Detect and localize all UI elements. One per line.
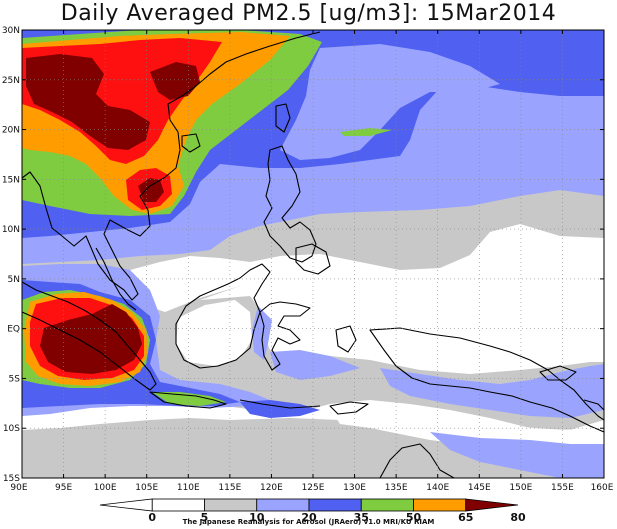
darkred-field-cambodia xyxy=(138,178,164,202)
lon-label: 120E xyxy=(260,483,283,493)
lon-label: 135E xyxy=(385,483,408,493)
green-streak xyxy=(340,128,392,136)
lon-label: 115E xyxy=(218,483,241,493)
green-field-java xyxy=(152,392,226,406)
coast-sulawesi xyxy=(259,301,311,371)
lightblue-field-papua xyxy=(380,364,604,418)
coast-kalimantan-south xyxy=(239,399,321,409)
darkred-field-myanmar xyxy=(26,54,150,150)
darkred-field-laos xyxy=(150,62,200,100)
colorbar-box xyxy=(256,498,310,512)
lightblue-channel-scs xyxy=(280,44,500,160)
lon-label: 105E xyxy=(135,483,158,493)
lat-label: 10N xyxy=(2,225,20,235)
coast-malay-peninsula xyxy=(95,247,137,311)
longitude-labels: 90E 95E 100E 105E 110E 115E 120E 125E 130E 135E 14… xyxy=(10,483,613,493)
coast-timor xyxy=(329,401,369,415)
clean-area-borneo-interior xyxy=(176,300,252,366)
lon-label: 140E xyxy=(426,483,449,493)
lightblue-field-banda xyxy=(270,350,360,380)
coast-taiwan xyxy=(275,103,291,133)
lat-label: 20N xyxy=(2,126,20,136)
colorbar-label: 0 xyxy=(148,511,156,524)
gray-field-south xyxy=(22,418,604,478)
lon-label: 100E xyxy=(94,483,117,493)
blue-field-flores xyxy=(240,400,320,418)
lon-label: 125E xyxy=(302,483,325,493)
coast-hainan xyxy=(181,133,201,153)
graticule xyxy=(22,30,604,478)
colorbar-low-triangle xyxy=(99,498,153,512)
coast-borneo xyxy=(175,263,271,369)
tick-marks xyxy=(21,29,605,479)
lon-label: 150E xyxy=(509,483,532,493)
colorbar-label: 35 xyxy=(354,511,369,524)
colorbar-label: 20 xyxy=(301,511,317,524)
plot-area xyxy=(22,30,604,478)
colorbar-high-triangle xyxy=(465,498,519,512)
footer-credit: The Japanese Reanalysis for Aerosol (JRA… xyxy=(182,518,435,526)
lon-label: 90E xyxy=(10,483,27,493)
lat-label: 5S xyxy=(9,374,21,384)
colorbar-box xyxy=(360,498,414,512)
clean-area-south xyxy=(330,404,604,450)
coast-sumatra xyxy=(22,281,157,391)
colorbar-labels: 0 5 10 20 35 50 65 80 xyxy=(148,511,526,524)
colorbar-label: 10 xyxy=(249,511,265,524)
lon-label: 155E xyxy=(551,483,574,493)
lat-label: EQ xyxy=(7,325,20,335)
colorbar-box xyxy=(151,498,205,512)
lon-label: 110E xyxy=(177,483,200,493)
darkred-field-sumatra xyxy=(40,304,142,374)
lon-label: 145E xyxy=(468,483,491,493)
colorbar-label: 65 xyxy=(458,511,473,524)
lon-label: 95E xyxy=(55,483,72,493)
colorbar-box xyxy=(204,498,258,512)
latitude-labels: 30N 25N 20N 15N 10N 5N EQ 5S 10S 15S xyxy=(2,26,20,484)
colorbar-label: 80 xyxy=(510,511,526,524)
lon-label: 130E xyxy=(343,483,366,493)
colorbar-box xyxy=(308,498,362,512)
coast-philippines xyxy=(263,145,317,263)
colorbar-label: 50 xyxy=(406,511,422,524)
lat-label: 30N xyxy=(2,26,20,36)
lat-label: 10S xyxy=(3,424,20,434)
map-title: Daily Averaged PM2.5 [ug/m3]: 15Mar2014 xyxy=(60,1,557,26)
coastlines xyxy=(22,31,604,478)
clean-area-equatorial xyxy=(200,246,604,366)
coast-mindanao xyxy=(295,243,331,275)
coast-solomon xyxy=(583,399,604,411)
lat-label: 15S xyxy=(3,474,20,484)
coast-australia xyxy=(379,443,455,478)
coast-indochina xyxy=(22,31,321,301)
pm25-band-0-10 xyxy=(176,246,604,450)
coast-java xyxy=(149,391,227,409)
lat-label: 5N xyxy=(8,275,20,285)
pm25-band-max xyxy=(26,54,200,374)
lightblue-field-south xyxy=(430,432,604,478)
colorbar xyxy=(99,498,519,512)
colorbar-box xyxy=(413,498,467,512)
lat-label: 25N xyxy=(2,76,20,86)
lat-label: 15N xyxy=(2,175,20,185)
coast-maluku xyxy=(335,325,357,353)
colorbar-label: 5 xyxy=(201,511,209,524)
coast-papua xyxy=(369,327,604,433)
lon-label: 160E xyxy=(591,483,614,493)
